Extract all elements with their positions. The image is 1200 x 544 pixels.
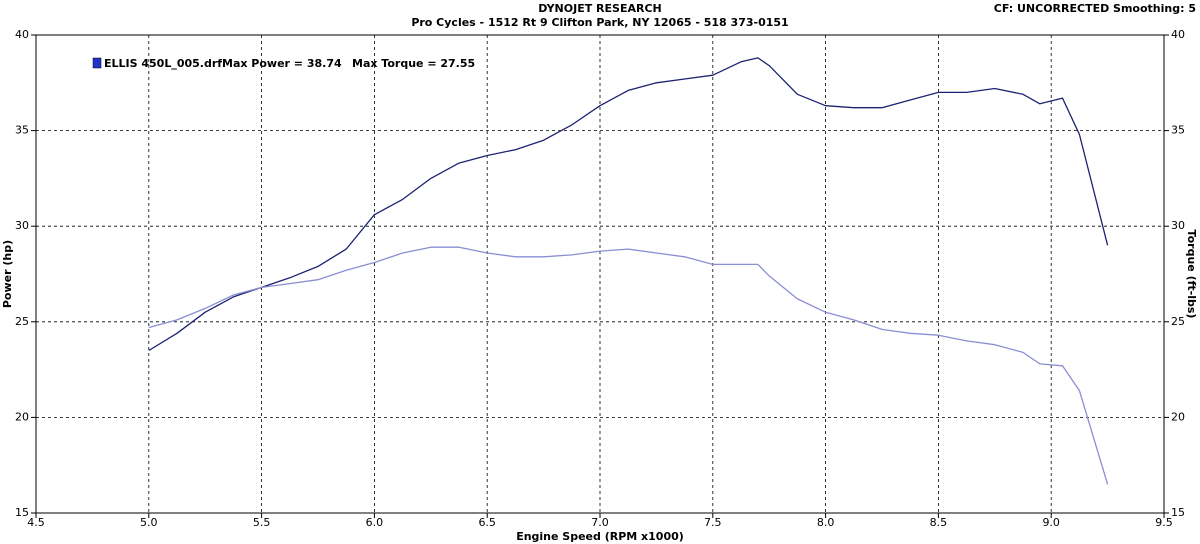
- y2-tick-label: 20: [1171, 410, 1185, 423]
- series-line: [148, 57, 1109, 352]
- legend-max-torque: Max Torque = 27.55: [352, 57, 475, 70]
- y-tick-label: 20: [15, 410, 29, 423]
- y-tick-label: 15: [15, 506, 29, 519]
- y2-tick-label: 40: [1171, 28, 1185, 41]
- x-axis-title: Engine Speed (RPM x1000): [516, 530, 684, 543]
- corner-note: CF: UNCORRECTED Smoothing: 5: [994, 2, 1196, 15]
- x-tick-label: 9.5: [1155, 516, 1173, 529]
- y2-tick-label: 30: [1171, 219, 1185, 232]
- y-tick-label: 35: [15, 124, 29, 137]
- y-tick-label: 40: [15, 28, 29, 41]
- x-tick-label: 5.5: [253, 516, 271, 529]
- x-tick-label: 6.0: [366, 516, 384, 529]
- plot-frame: [35, 34, 1165, 514]
- chart-subtitle: Pro Cycles - 1512 Rt 9 Clifton Park, NY …: [411, 16, 788, 29]
- y-axis-title: Power (hp): [1, 240, 14, 308]
- legend-max-power: Max Power = 38.74: [222, 57, 342, 70]
- y-tick-label: 30: [15, 219, 29, 232]
- y-tick-label: 25: [15, 315, 29, 328]
- legend-swatch: [92, 57, 102, 69]
- series-line: [148, 246, 1109, 485]
- x-tick-label: 8.5: [930, 516, 948, 529]
- x-tick-label: 8.0: [817, 516, 835, 529]
- x-tick-label: 6.5: [478, 516, 496, 529]
- y2-tick-label: 35: [1171, 124, 1185, 137]
- x-tick-label: 7.5: [704, 516, 722, 529]
- x-tick-label: 9.0: [1042, 516, 1060, 529]
- legend-run: ELLIS 450L_005.drf: [104, 57, 222, 70]
- y2-tick-label: 25: [1171, 315, 1185, 328]
- chart-title: DYNOJET RESEARCH: [538, 2, 661, 15]
- x-tick-label: 4.5: [27, 516, 45, 529]
- y2-axis-title: Torque (ft-lbs): [1185, 230, 1198, 319]
- x-tick-label: 5.0: [140, 516, 158, 529]
- x-tick-label: 7.0: [591, 516, 609, 529]
- y2-tick-label: 15: [1171, 506, 1185, 519]
